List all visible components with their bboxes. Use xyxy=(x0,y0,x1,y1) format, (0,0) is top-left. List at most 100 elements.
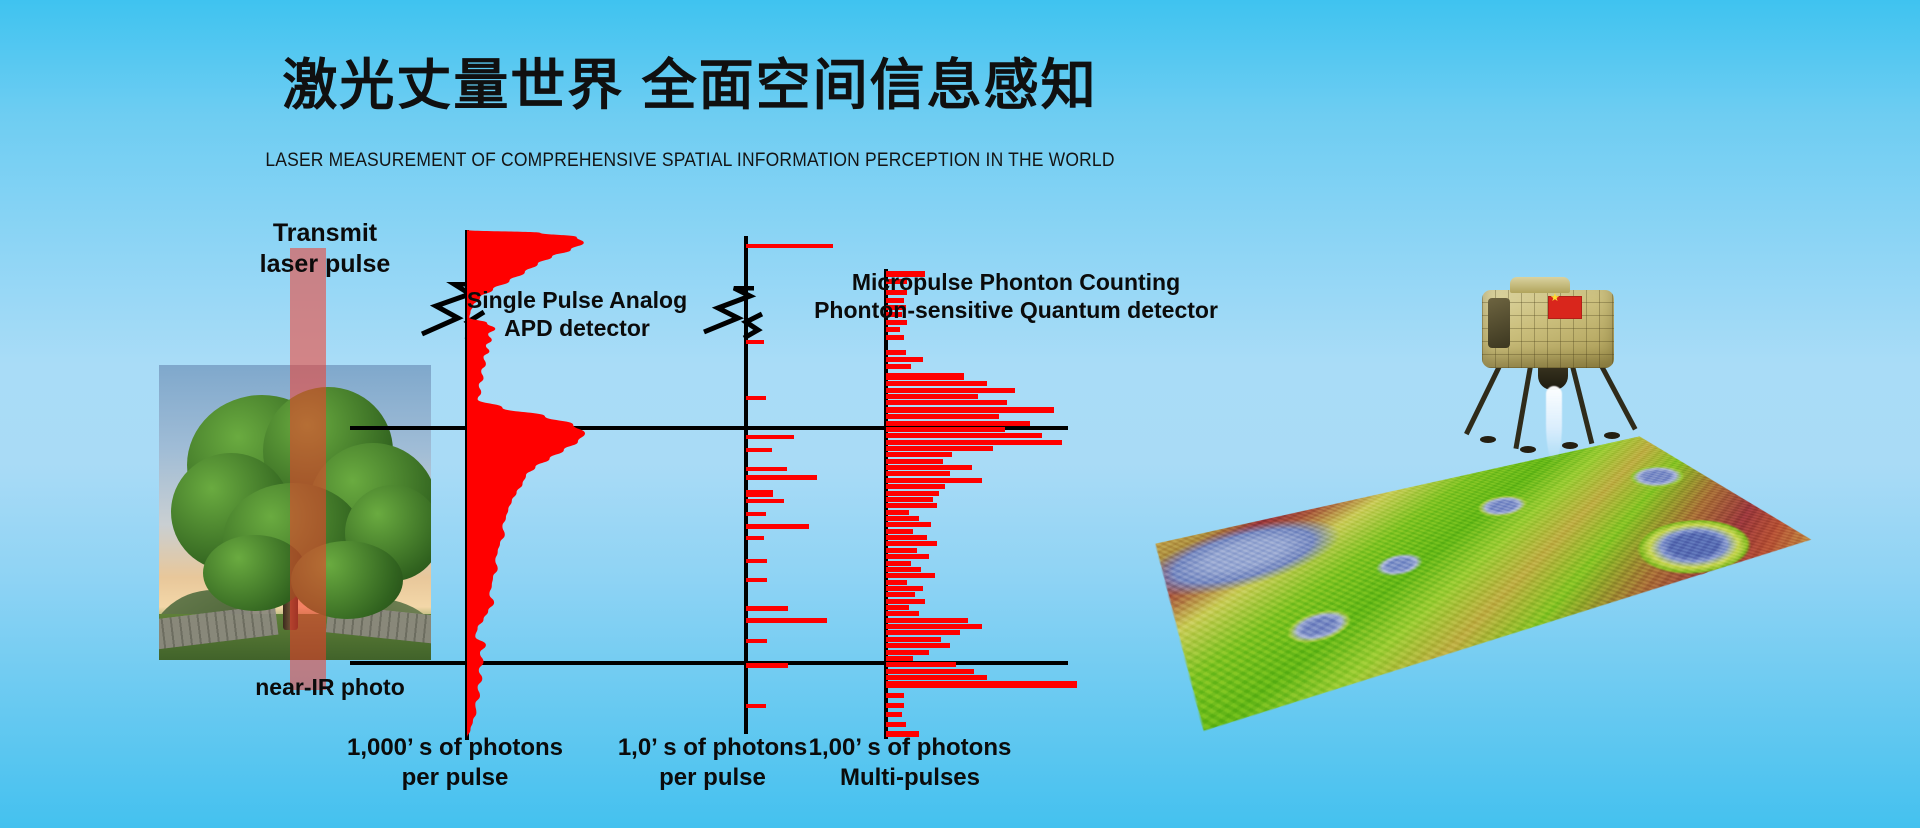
lander-foot xyxy=(1562,442,1578,449)
histogram-bar xyxy=(746,704,766,708)
histogram-bar xyxy=(886,662,957,668)
histogram-bar xyxy=(886,554,929,560)
transmit-laser-pulse-label: Transmit laser pulse xyxy=(259,219,391,278)
histogram-bar xyxy=(886,605,910,611)
histogram-bar xyxy=(886,541,937,547)
histogram-bar xyxy=(746,435,794,439)
lander-leg xyxy=(1570,365,1595,445)
lander-foot xyxy=(1604,432,1620,439)
histogram-bar xyxy=(886,471,951,477)
histogram-bar xyxy=(886,364,912,370)
histogram-bar xyxy=(886,585,924,591)
micropulse-photon-counting-label: Micropulse Phonton Counting Phonton-sens… xyxy=(814,269,1218,324)
histogram-bar xyxy=(886,381,988,387)
histogram-bar xyxy=(886,522,931,528)
histogram-bar xyxy=(886,668,974,674)
histogram-bar xyxy=(886,414,1000,420)
histogram-bar xyxy=(886,387,1015,393)
caption-photons-multipulses: 1,00’ s of photons Multi-pulses xyxy=(808,734,1012,791)
histogram-bar xyxy=(886,319,908,325)
histogram-bar xyxy=(886,271,925,278)
histogram-bar xyxy=(886,334,904,340)
histogram-bar xyxy=(886,426,1005,432)
histogram-bar xyxy=(886,503,937,509)
histogram-bar xyxy=(886,433,1042,439)
lander-leg xyxy=(1513,365,1533,450)
histogram-bar xyxy=(886,573,935,579)
canopy-reference-line xyxy=(350,426,1068,430)
histogram-bar xyxy=(886,446,994,452)
histogram-bar xyxy=(886,674,988,680)
laser-beam-column xyxy=(290,248,326,690)
histogram-bar xyxy=(886,528,914,534)
chinese-flag-icon xyxy=(1548,293,1582,319)
near-ir-photo-label: near-IR photo xyxy=(255,674,405,700)
axis-break-icon-2 xyxy=(703,286,764,341)
histogram-bar xyxy=(886,509,910,515)
histogram-bar xyxy=(886,611,920,617)
histogram-bar xyxy=(886,406,1054,413)
waveform-2-sparse-histogram xyxy=(746,236,906,736)
histogram-bar xyxy=(886,636,941,642)
histogram-bar xyxy=(886,702,904,708)
lander-foot xyxy=(1480,436,1496,443)
histogram-bar xyxy=(886,630,961,636)
engine-plume xyxy=(1546,386,1562,462)
histogram-bar xyxy=(886,712,902,718)
histogram-bar xyxy=(886,515,920,521)
lander-engine-nozzle xyxy=(1538,364,1568,390)
histogram-bar xyxy=(886,598,925,604)
histogram-bar xyxy=(746,606,788,611)
histogram-bar xyxy=(886,297,904,303)
histogram-bar xyxy=(886,655,914,661)
tree-canopy xyxy=(203,535,307,611)
histogram-bar xyxy=(886,484,945,490)
lidar-waveform-panel xyxy=(350,230,1086,740)
lunar-lidar-scene xyxy=(1190,277,1830,720)
histogram-bar xyxy=(886,477,982,483)
histogram-bar xyxy=(886,617,968,623)
histogram-bar xyxy=(746,499,784,503)
lander-foot xyxy=(1520,446,1536,453)
page-subtitle-english: LASER MEASUREMENT OF COMPREHENSIVE SPATI… xyxy=(265,150,1115,171)
caption-photons-per-pulse-2: 1,0’ s of photons per pulse xyxy=(617,734,808,791)
waveform-3-dense-histogram xyxy=(886,269,1086,739)
lunar-lander xyxy=(1458,277,1638,470)
histogram-bar xyxy=(886,394,978,400)
histogram-bar xyxy=(886,278,908,284)
histogram-bar xyxy=(746,448,772,452)
waveform-1-analog-area xyxy=(467,230,585,738)
near-ir-tree-photo xyxy=(159,365,431,660)
ground-reference-line xyxy=(350,661,1068,665)
histogram-bar xyxy=(886,490,939,496)
histogram-bar xyxy=(746,244,833,248)
single-pulse-analog-label: Single Pulse Analog APD detector xyxy=(466,287,688,342)
lander-top-module xyxy=(1510,277,1570,293)
histogram-bar xyxy=(746,578,767,582)
histogram-bar xyxy=(886,327,900,333)
histogram-bar xyxy=(886,560,912,566)
histogram-bar xyxy=(886,312,902,318)
histogram-bar xyxy=(746,663,788,668)
histogram-bar xyxy=(886,693,904,698)
histogram-bar xyxy=(886,439,1062,445)
histogram-bar xyxy=(886,305,906,311)
histogram-bar xyxy=(886,624,982,630)
histogram-bar xyxy=(746,559,767,563)
histogram-bar xyxy=(746,512,766,516)
histogram-bar xyxy=(886,458,943,464)
histogram-bar xyxy=(746,536,764,540)
lander-leg xyxy=(1598,362,1638,431)
histogram-bar xyxy=(886,731,920,738)
lander-instrument-panel xyxy=(1488,298,1510,348)
histogram-bar xyxy=(886,349,906,355)
histogram-bar xyxy=(746,467,787,471)
histogram-bar xyxy=(886,465,972,471)
waveform-2-axis xyxy=(744,236,748,734)
histogram-bar xyxy=(886,721,906,727)
caption-photons-per-pulse-1: 1,000’ s of photons per pulse xyxy=(346,734,564,791)
histogram-bar xyxy=(886,400,1007,406)
histogram-bar xyxy=(746,490,773,497)
histogram-bar xyxy=(886,452,953,458)
histogram-bar xyxy=(886,420,1031,426)
